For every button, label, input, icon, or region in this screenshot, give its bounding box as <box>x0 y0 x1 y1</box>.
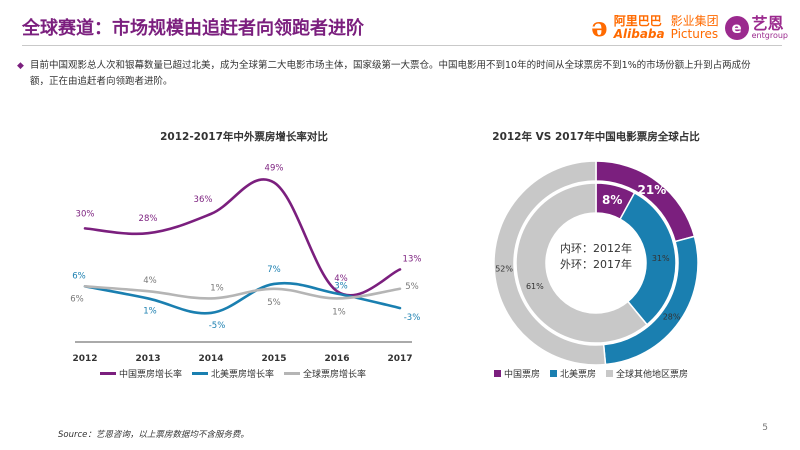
legend-item: 中国票房增长率 <box>100 367 182 380</box>
outer-ring-slice <box>493 160 607 366</box>
alibaba-logo-icon: ə <box>591 13 608 43</box>
data-label: 6% <box>70 294 84 304</box>
legend-label: 全球其他地区票房 <box>616 370 689 380</box>
bullet-diamond-icon: ◆ <box>17 61 24 71</box>
data-label: -3% <box>404 313 421 323</box>
slice-label: 28% <box>663 312 681 321</box>
legend-item: 全球票房增长率 <box>284 367 366 380</box>
bullet-paragraph: ◆ 目前中国观影总人次和银幕数量已超过北美，成为全球第二大电影市场主体，国家级第… <box>17 58 765 90</box>
entgroup-logo-icon: e <box>724 16 749 40</box>
x-tick-label: 2014 <box>198 354 223 364</box>
legend-swatch <box>550 370 558 377</box>
series-line <box>83 285 402 300</box>
donut-center-label-inner: 内环：2012年 <box>560 241 632 255</box>
x-tick-label: 2012 <box>72 354 97 364</box>
source-note: Source：艺恩咨询，以上票房数据均不含服务费。 <box>58 430 249 440</box>
legend-swatch <box>494 370 501 377</box>
donut-chart-title: 2012年 VS 2017年中国电影票房全球占比 <box>492 130 700 143</box>
data-label: 13% <box>403 254 422 264</box>
data-label: 1% <box>332 307 346 317</box>
donut-center-label-outer: 外环：2017年 <box>560 257 632 271</box>
x-tick-label: 2017 <box>387 354 412 364</box>
legend-label: 北美票房 <box>560 370 597 380</box>
legend-swatch <box>100 372 116 375</box>
legend-swatch <box>284 372 301 375</box>
data-label: 6% <box>72 271 86 281</box>
data-label: 4% <box>334 274 348 284</box>
data-label: 49% <box>265 163 284 173</box>
entgroup-logo-cn: 艺恩 <box>751 14 784 33</box>
data-label: 4% <box>143 276 157 286</box>
data-label: 7% <box>267 265 281 275</box>
entgroup-logo-en: entgroup <box>751 31 788 40</box>
series-line <box>83 281 402 315</box>
slice-label: 52% <box>495 264 513 273</box>
line-chart-title: 2012-2017年中外票房增长率对比 <box>160 130 328 143</box>
data-label: 5% <box>267 298 281 308</box>
legend-label: 全球票房增长率 <box>303 370 367 380</box>
line-chart-legend: 中国票房增长率 北美票房增长率 全球票房增长率 <box>100 367 366 380</box>
legend-item: 中国票房 <box>494 367 540 380</box>
legend-item: 北美票房 <box>550 367 596 380</box>
page-number: 5 <box>762 423 768 433</box>
inner-ring-slice <box>515 182 649 344</box>
alibaba-logo-en: Alibaba <box>613 27 665 41</box>
page-title: 全球赛道：市场规模由追赶者向领跑者进阶 <box>22 18 364 39</box>
entgroup-logo: e 艺恩 entgroup <box>724 16 788 40</box>
bullet-text: 目前中国观影总人次和银幕数量已超过北美，成为全球第二大电影市场主体，国家级第一大… <box>30 60 751 87</box>
data-label: 36% <box>194 195 213 205</box>
data-label: 3% <box>334 282 348 292</box>
data-label: 30% <box>76 209 95 219</box>
slice-label: 31% <box>652 254 670 263</box>
pictures-logo-text: 影业集团 Pictures <box>671 15 719 40</box>
data-label: -5% <box>209 321 226 331</box>
legend-item: 北美票房增长率 <box>192 367 274 380</box>
slice-label: 8% <box>602 193 622 207</box>
x-tick-label: 2013 <box>135 354 160 364</box>
x-tick-label: 2016 <box>324 354 349 364</box>
legend-label: 北美票房增长率 <box>211 370 275 380</box>
legend-swatch <box>192 372 209 375</box>
legend-swatch <box>606 370 614 377</box>
slice-label: 21% <box>638 183 667 197</box>
data-label: 1% <box>210 283 224 293</box>
data-label: 28% <box>139 214 158 224</box>
pictures-logo-cn: 影业集团 <box>670 14 719 29</box>
alibaba-logo-cn: 阿里巴巴 <box>613 14 662 29</box>
data-label: 5% <box>405 282 419 292</box>
legend-label: 中国票房 <box>504 370 541 380</box>
slice-label: 61% <box>526 282 544 291</box>
legend-item: 全球其他地区票房 <box>606 367 688 380</box>
pictures-logo-en: Pictures <box>670 27 719 41</box>
data-label: 1% <box>143 306 157 316</box>
legend-label: 中国票房增长率 <box>119 370 183 380</box>
x-tick-label: 2015 <box>261 354 286 364</box>
entgroup-logo-text: 艺恩 entgroup <box>752 16 788 40</box>
logo-area: ə 阿里巴巴 Alibaba 影业集团 Pictures e 艺恩 entgro… <box>591 8 788 48</box>
alibaba-logo-text: 阿里巴巴 Alibaba <box>614 15 665 40</box>
donut-chart-legend: 中国票房 北美票房 全球其他地区票房 <box>494 367 688 380</box>
title-divider <box>22 45 782 46</box>
